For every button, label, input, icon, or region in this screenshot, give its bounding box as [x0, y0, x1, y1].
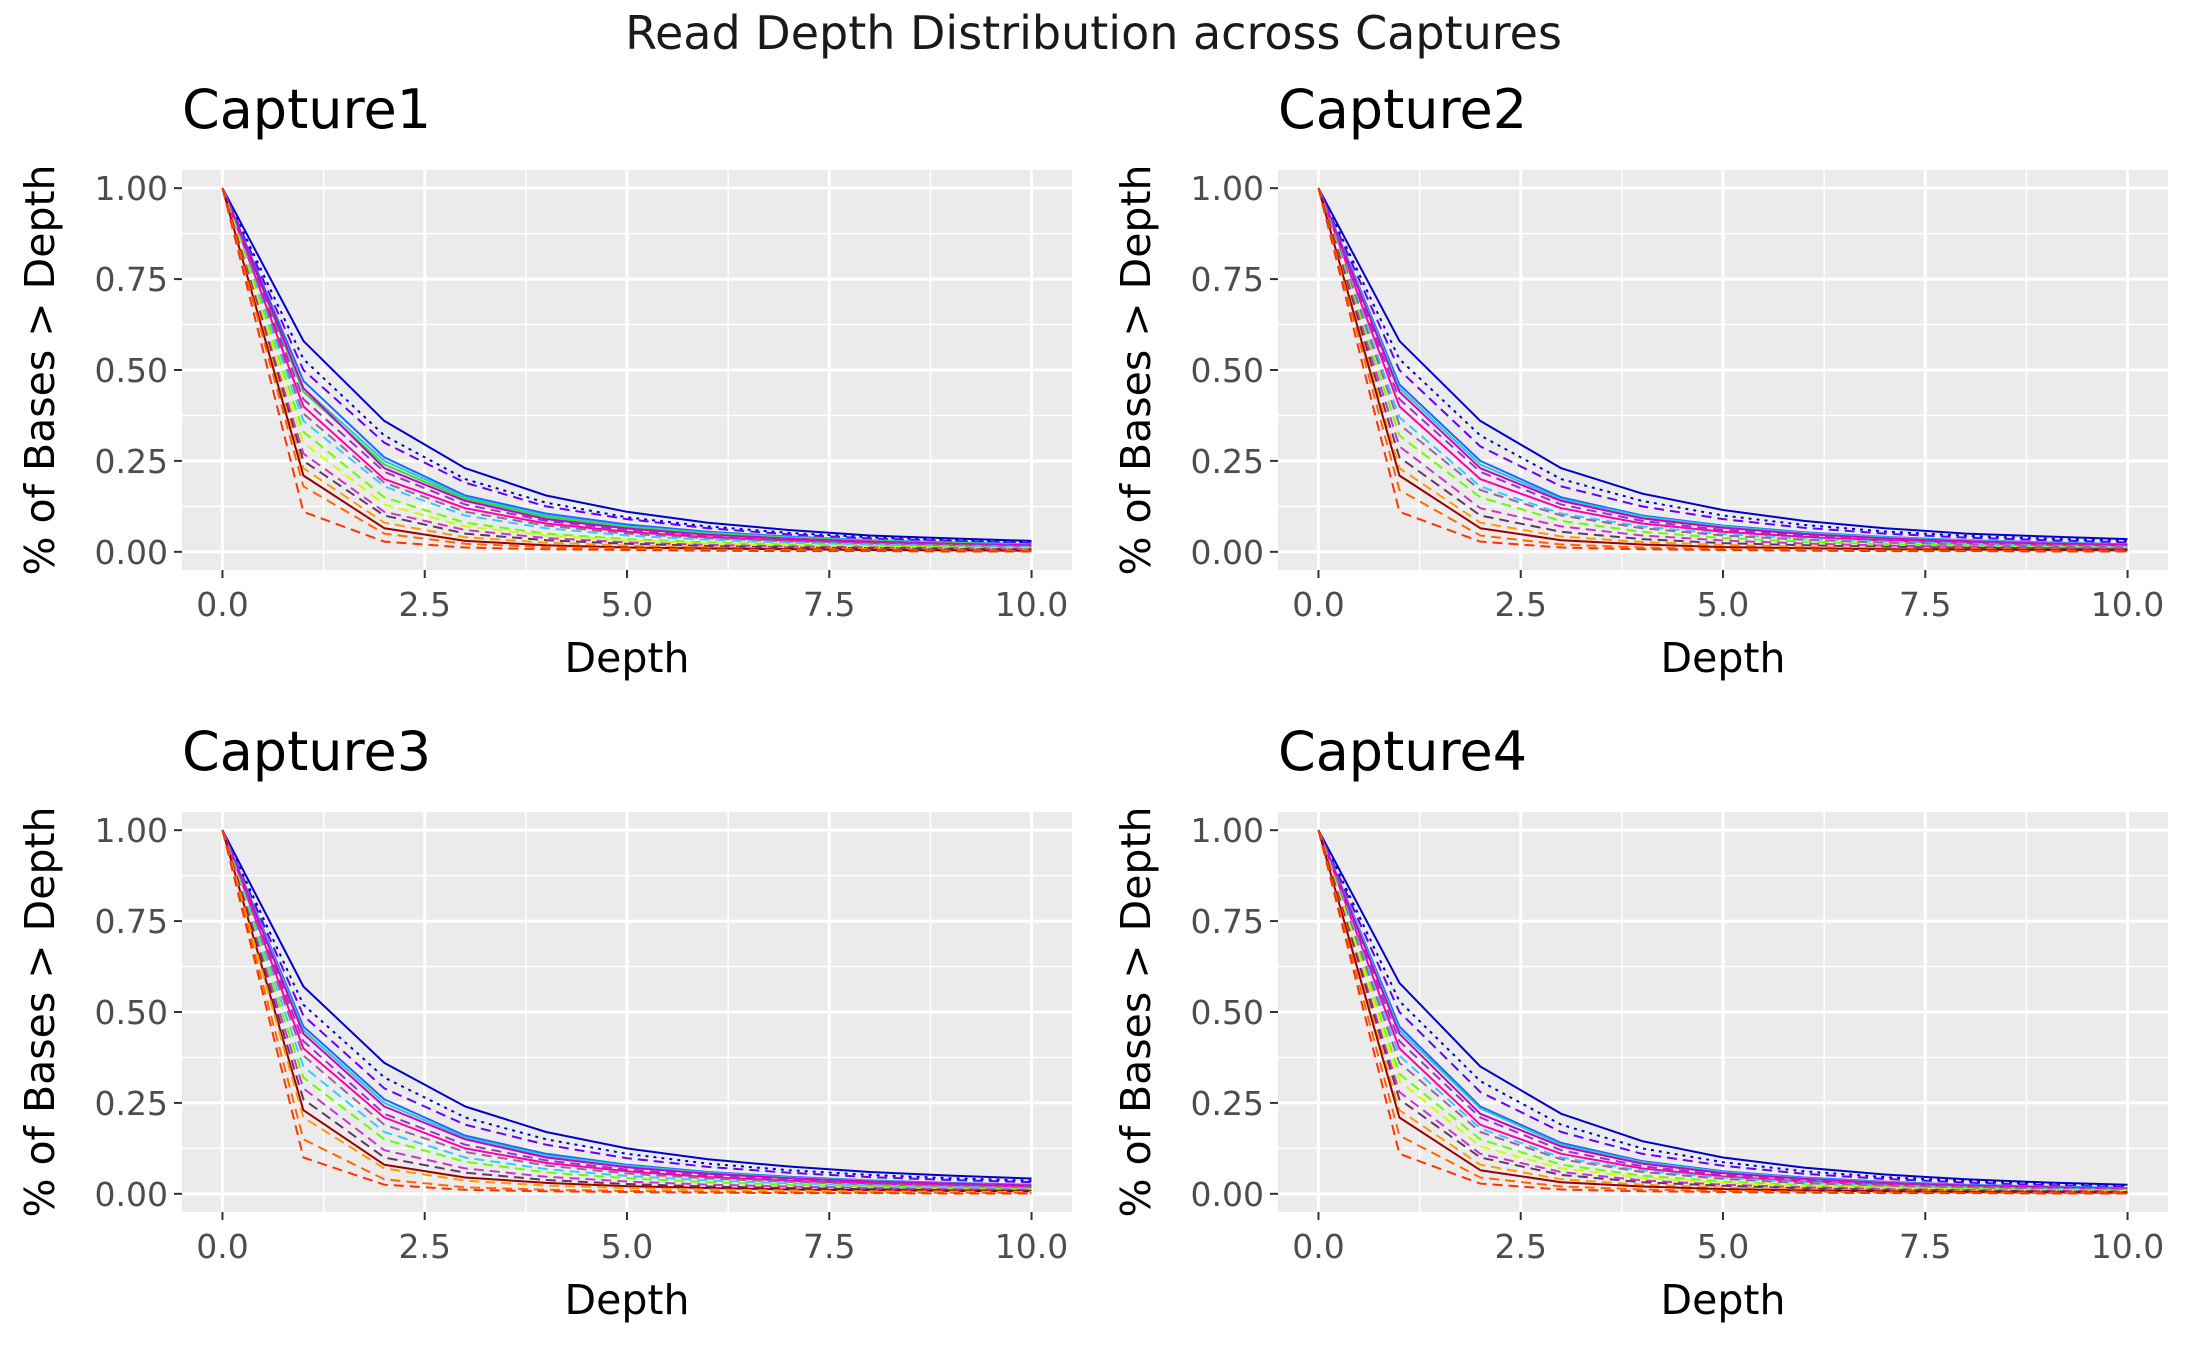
- x-axis-title: Depth: [565, 634, 690, 682]
- panel-title: Capture2: [1278, 78, 1527, 141]
- series-line-17: [221, 829, 1032, 1195]
- y-tick-label: 1.00: [1191, 169, 1264, 208]
- x-tick-label: 10.0: [2091, 1227, 2164, 1266]
- x-tick-label: 0.0: [196, 585, 248, 624]
- series-line-10: [1317, 187, 2128, 549]
- x-tick-label: 5.0: [1697, 585, 1749, 624]
- series-line-3: [221, 829, 1032, 1184]
- x-tick-label: 5.0: [601, 1227, 653, 1266]
- x-tick-label: 5.0: [1697, 1227, 1749, 1266]
- series-line-14: [221, 187, 1032, 550]
- series-line-11: [221, 829, 1032, 1191]
- series-line-3: [1317, 187, 2128, 544]
- x-tick-label: 2.5: [1494, 1227, 1546, 1266]
- panel-title: Capture1: [182, 78, 431, 141]
- y-tick-label: 0.75: [1191, 902, 1264, 941]
- panel-4: 0.0 2.5 5.0 7.5 10.0 0.00 0.25 0.50 0.75 1.00 Capt…: [1112, 720, 2168, 1324]
- series-line-10: [1317, 829, 2128, 1192]
- series-line-12: [221, 829, 1032, 1191]
- y-tick-label: 1.00: [95, 811, 168, 850]
- x-tick-label: 2.5: [398, 1227, 450, 1266]
- series-line-12: [221, 187, 1032, 550]
- series-line-14: [221, 829, 1032, 1193]
- y-tick-label: 0.50: [1191, 351, 1264, 390]
- x-tick-label: 7.5: [1899, 585, 1951, 624]
- series-line-11: [221, 187, 1032, 549]
- x-tick-label: 10.0: [995, 1227, 1068, 1266]
- y-tick-label: 0.00: [95, 1175, 168, 1214]
- x-tick-label: 10.0: [995, 585, 1068, 624]
- y-tick-label: 0.75: [95, 902, 168, 941]
- y-tick-label: 1.00: [95, 169, 168, 208]
- series-line-1: [1317, 829, 2128, 1186]
- series-line-14: [1317, 829, 2128, 1193]
- series-line-19: [221, 187, 1032, 553]
- y-tick-label: 0.50: [1191, 993, 1264, 1032]
- y-tick-label: 0.25: [95, 1084, 168, 1123]
- panel-1: 0.0 2.5 5.0 7.5 10.0 0.00 0.25 0.50 0.75 1.00 Capt…: [16, 78, 1072, 682]
- y-axis-title: % of Bases > Depth: [16, 164, 64, 575]
- x-tick-label: 2.5: [398, 585, 450, 624]
- panel-title: Capture4: [1278, 720, 1527, 783]
- y-tick-label: 0.75: [95, 260, 168, 299]
- series-line-13: [221, 829, 1032, 1192]
- series-line-12: [1317, 187, 2128, 550]
- x-tick-label: 10.0: [2091, 585, 2164, 624]
- series-line-18: [1317, 829, 2128, 1195]
- series-line-13: [221, 187, 1032, 550]
- series-line-2: [221, 829, 1032, 1182]
- y-tick-label: 0.50: [95, 351, 168, 390]
- series-line-17: [1317, 187, 2128, 553]
- panel-3: 0.0 2.5 5.0 7.5 10.0 0.00 0.25 0.50 0.75 1.00 Capt…: [16, 720, 1072, 1324]
- series-line-1: [1317, 187, 2128, 541]
- y-tick-label: 0.75: [1191, 260, 1264, 299]
- series-line-13: [1317, 187, 2128, 551]
- y-tick-label: 1.00: [1191, 811, 1264, 850]
- y-tick-label: 0.25: [1191, 442, 1264, 481]
- y-tick-label: 0.25: [1191, 1084, 1264, 1123]
- series-line-2: [1317, 829, 2128, 1188]
- series-line-11: [1317, 187, 2128, 549]
- panel-2: 0.0 2.5 5.0 7.5 10.0 0.00 0.25 0.50 0.75 1.00 Capt…: [1112, 78, 2168, 682]
- series-line-10: [221, 829, 1032, 1190]
- series-line-12: [1317, 829, 2128, 1192]
- x-tick-label: 0.0: [196, 1227, 248, 1266]
- series-line-1: [221, 187, 1032, 542]
- panel-title: Capture3: [182, 720, 431, 783]
- y-tick-label: 0.50: [95, 993, 168, 1032]
- y-tick-label: 0.00: [1191, 1175, 1264, 1214]
- series-line-11: [1317, 829, 2128, 1192]
- y-axis-title: % of Bases > Depth: [1112, 164, 1160, 575]
- series-line-6: [1317, 829, 2128, 1190]
- x-axis-title: Depth: [1661, 634, 1786, 682]
- series-line-3: [1317, 829, 2128, 1188]
- x-tick-label: 7.5: [803, 585, 855, 624]
- series-line-6: [221, 829, 1032, 1187]
- x-tick-label: 2.5: [1494, 585, 1546, 624]
- y-tick-label: 0.00: [95, 533, 168, 572]
- figure-title: Read Depth Distribution across Captures: [625, 6, 1562, 60]
- y-tick-label: 0.00: [1191, 533, 1264, 572]
- series-line-3: [221, 187, 1032, 545]
- series-line-1: [221, 829, 1032, 1180]
- y-axis-title: % of Bases > Depth: [16, 806, 64, 1217]
- y-axis-title: % of Bases > Depth: [1112, 806, 1160, 1217]
- y-tick-label: 0.25: [95, 442, 168, 481]
- x-tick-label: 7.5: [803, 1227, 855, 1266]
- x-tick-label: 5.0: [601, 585, 653, 624]
- series-line-13: [1317, 829, 2128, 1193]
- x-axis-title: Depth: [1661, 1276, 1786, 1324]
- x-tick-label: 0.0: [1292, 585, 1344, 624]
- x-tick-label: 0.0: [1292, 1227, 1344, 1266]
- x-axis-title: Depth: [565, 1276, 690, 1324]
- x-tick-label: 7.5: [1899, 1227, 1951, 1266]
